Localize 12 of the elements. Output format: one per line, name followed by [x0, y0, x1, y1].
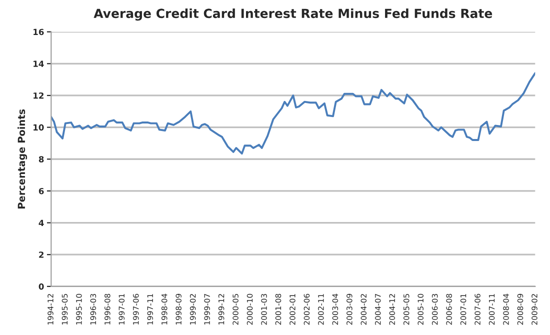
y-tick-label: 8 — [38, 156, 44, 162]
y-tick-label: 16 — [34, 28, 44, 36]
chart-title: Average Credit Card Interest Rate Minus Fed Funds Rate — [94, 8, 492, 21]
y-tick-label: 0 — [38, 283, 44, 290]
y-axis-title: Percentage Points — [18, 109, 28, 208]
line-series — [51, 72, 536, 155]
y-tick-label: 12 — [34, 92, 44, 99]
y-tick-label: 6 — [38, 188, 44, 194]
y-tick-label: 10 — [34, 124, 44, 131]
y-tick-label: 4 — [38, 220, 44, 226]
y-tick-label: 14 — [34, 60, 44, 67]
y-tick-label: 2 — [39, 252, 44, 258]
